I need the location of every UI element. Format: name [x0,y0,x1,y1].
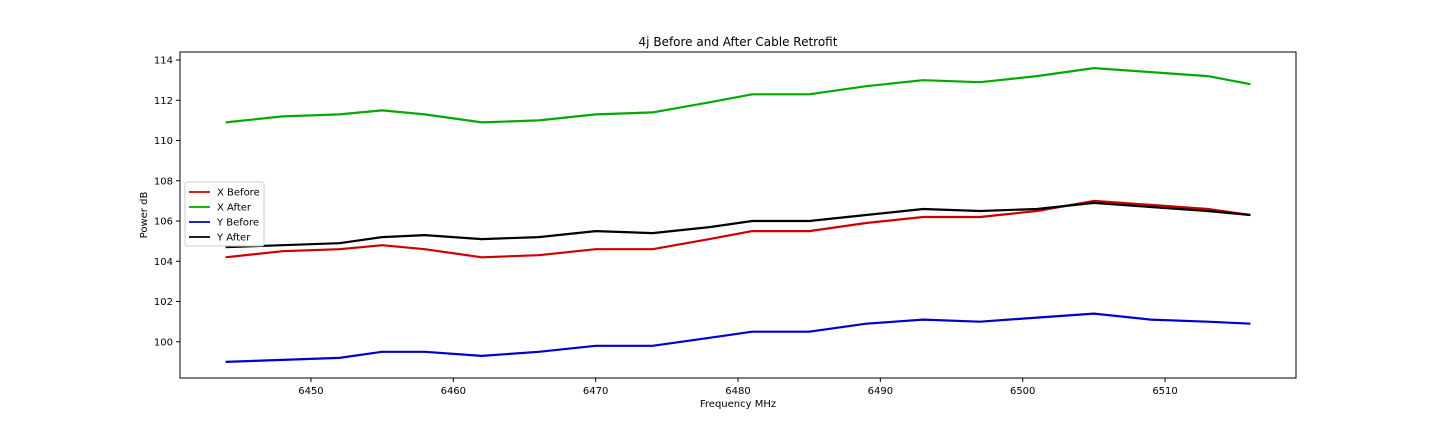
plot-area [179,51,1297,379]
y-tick-label: 106 [154,217,173,228]
x-tick-label: 6490 [868,386,893,397]
x-axis-label: Frequency MHz [700,399,776,410]
x-axis: 6450 6460 6470 6480 6490 6500 6510 [298,378,1178,397]
y-tick-label: 102 [154,297,173,308]
y-tick-label: 112 [154,96,173,107]
x-tick-label: 6460 [441,386,466,397]
y-tick-label: 108 [154,176,173,187]
series-layer [225,66,1251,363]
x-tick-label: 6480 [725,386,750,397]
series-line-x-after [225,66,1251,124]
y-tick-label: 114 [154,56,173,67]
y-tick-label: 104 [154,257,173,268]
legend: X Before X After Y Before Y After [184,181,265,247]
series-line-y-before [225,312,1251,363]
y-axis-label: Power dB [139,192,150,239]
legend-label-y-before: Y Before [216,218,259,229]
series-line-y-after [225,201,1251,249]
y-tick-label: 100 [154,337,173,348]
legend-label-y-after: Y After [216,233,251,244]
x-tick-label: 6470 [583,386,608,397]
y-axis: 100 102 104 106 108 110 112 114 [154,56,180,348]
chart-title: 4j Before and After Cable Retrofit [639,35,838,49]
series-line-x-before [225,199,1251,259]
y-tick-label: 110 [154,136,173,147]
legend-box [184,181,265,247]
legend-label-x-before: X Before [217,188,260,199]
x-tick-label: 6450 [298,386,323,397]
legend-label-x-after: X After [217,203,252,214]
x-tick-label: 6510 [1152,386,1177,397]
x-tick-label: 6500 [1010,386,1035,397]
